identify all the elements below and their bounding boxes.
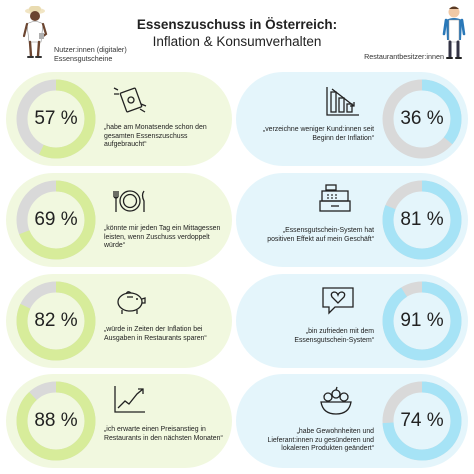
donut-svg (382, 281, 462, 361)
rising-chart-icon (114, 386, 145, 413)
donut-svg (382, 381, 462, 461)
donut-value-arc (382, 381, 462, 461)
donut-value-arc (382, 180, 462, 260)
percent-label: 91 % (400, 310, 444, 331)
percent-label: 69 % (34, 209, 78, 230)
title-line-2: Inflation & Konsumverhalten (152, 34, 322, 49)
quote-text: „könnte mir jeden Tag ein Mittagessen le… (104, 225, 221, 250)
donut-chart: 69 % (14, 178, 98, 262)
user-persona-label: Nutzer:innen (digitaler) Essensgutschein… (54, 45, 127, 63)
percent-label: 82 % (34, 310, 78, 331)
donut-svg (16, 281, 96, 361)
quote-text: „habe Gewohnheiten und Lieferant:innen z… (267, 428, 374, 453)
donut-value-arc (16, 281, 96, 361)
donut-svg (16, 79, 96, 159)
fruit-bowl-icon (320, 386, 352, 415)
donut-value-arc (382, 281, 462, 361)
donut-svg (382, 180, 462, 260)
plate-cutlery-icon (113, 190, 145, 212)
user-person-icon (22, 6, 48, 58)
chef-person-icon (442, 6, 466, 59)
percent-label: 57 % (34, 108, 78, 129)
owner-persona-label: Restaurantbesitzer:innen (364, 52, 444, 61)
donut-value-arc (16, 381, 96, 461)
donut-svg (16, 381, 96, 461)
quote-text: „Essensgutschein-System hat positiven Ef… (267, 227, 374, 243)
quote-text: „würde in Zeiten der Inflation bei Ausga… (104, 326, 207, 342)
piggy-bank-icon (117, 291, 146, 314)
donut-svg (382, 79, 462, 159)
donut-chart: 82 % (14, 279, 98, 363)
quote-text: „ich erwarte einen Preisanstieg in Resta… (104, 426, 223, 442)
quote-text: „habe am Monatsende schon den gesamten E… (104, 124, 207, 149)
donut-chart: 36 % (380, 77, 464, 161)
donut-value-arc (16, 79, 96, 159)
donut-value-arc (16, 180, 96, 260)
declining-bars-icon (326, 87, 359, 116)
quote-text: „verzeichne weniger Kund:innen seit Begi… (262, 126, 374, 142)
donut-chart: 91 % (380, 279, 464, 363)
donut-chart: 81 % (380, 178, 464, 262)
donut-chart: 57 % (14, 77, 98, 161)
donut-chart: 74 % (380, 379, 464, 463)
donut-chart: 88 % (14, 379, 98, 463)
heart-speech-bubble-icon (322, 287, 354, 315)
percent-label: 36 % (400, 108, 444, 129)
percent-label: 88 % (34, 410, 78, 431)
page-title: Essenszuschuss in Österreich: Inflation … (0, 16, 474, 50)
quote-text: „bin zufrieden mit dem Essensgutschein-S… (294, 328, 374, 344)
title-line-1: Essenszuschuss in Österreich: (136, 17, 338, 32)
cash-register-icon (319, 184, 351, 212)
money-wings-icon (113, 87, 147, 113)
percent-label: 74 % (400, 410, 444, 431)
donut-svg (16, 180, 96, 260)
percent-label: 81 % (400, 209, 444, 230)
donut-value-arc (382, 79, 462, 159)
